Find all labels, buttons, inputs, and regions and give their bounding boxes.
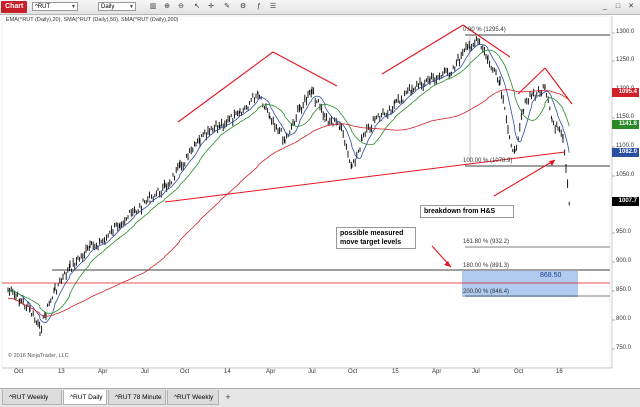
copyright-text: © 2016 NinjaTrader, LLC [8, 353, 69, 359]
measured-move-annotation: possible measured move target levels [336, 227, 416, 249]
chevron-down-icon: ▼ [129, 4, 134, 10]
chart-title-label: Chart [1, 1, 28, 13]
y-axis-tick: 1300.0 [616, 29, 635, 35]
y-axis-tick: 1100.0 [616, 143, 634, 149]
y-axis-tick: 1150.0 [616, 114, 634, 120]
chart-tab-bar: ^RUT Weekly ^RUT Daily ^RUT 78 Minute ^R… [0, 388, 640, 407]
properties-icon[interactable]: ☰ [269, 3, 277, 10]
y-axis-tick: 950.0 [616, 229, 632, 235]
x-axis-tick: Oct [14, 369, 24, 375]
x-axis-tick: Apr [266, 369, 276, 375]
hs-left-wedge-up [177, 51, 274, 123]
period-selector[interactable]: Daily ▼ [98, 2, 136, 11]
price-tag-value: 1141.6 [618, 121, 637, 127]
x-axis-tick: 16 [556, 369, 563, 375]
breakdown-arrow-line [493, 159, 556, 197]
zoom-in-icon[interactable]: ⊕ [164, 3, 170, 10]
close-icon[interactable]: ✕ [628, 3, 634, 10]
y-axis-tick: 850.0 [616, 287, 632, 293]
fib-level-200: 200.00 % (846.4) [463, 289, 510, 295]
ema20-line [7, 43, 570, 323]
neckline [164, 151, 566, 203]
tab-label: ^RUT Weekly [174, 394, 214, 401]
fib-level-161: 161.80 % (932.2) [463, 239, 510, 245]
sma50-line [7, 49, 570, 314]
zoom-out-icon[interactable]: ⊖ [178, 3, 184, 10]
breakdown-arrowhead [549, 160, 555, 166]
y-axis-tick: 750.0 [616, 345, 632, 351]
x-axis-tick: Jul [308, 369, 316, 375]
sma50-price-tag: 1141.6 [612, 120, 639, 129]
measured-move-arrowhead [444, 261, 451, 267]
plot-frame [1, 15, 611, 369]
breakdown-annotation: breakdown from H&S [420, 205, 514, 218]
fib-level-0: 0.00 % (1295.4) [463, 27, 506, 33]
last-price-tag: 1007.7 [612, 197, 639, 206]
crosshair-icon[interactable]: ✛ [208, 3, 214, 10]
price-tag-value: 1095.4 [618, 89, 637, 95]
strategy-icon[interactable]: ⚙ [239, 3, 247, 10]
target-box-value: 868.50 [540, 272, 562, 279]
y-axis-tick: 1050.0 [616, 172, 635, 178]
sma200-line [7, 89, 570, 317]
instrument-selector[interactable]: ^RUT ▼ [32, 2, 78, 11]
x-axis-tick: Apr [432, 369, 442, 375]
hs-right-shoulder-up [517, 67, 546, 95]
x-axis-tick: Oct [514, 369, 524, 375]
tab-rut-weekly-2[interactable]: ^RUT Weekly [167, 390, 219, 405]
drawing-tool-icon[interactable]: ✎ [224, 3, 230, 10]
x-axis-tick: Apr [98, 369, 108, 375]
tab-label: ^RUT 78 Minute [115, 394, 162, 401]
indicator-icon[interactable]: ƒ [257, 3, 261, 10]
y-axis-tick: 800.0 [616, 316, 632, 322]
fib-level-180: 180.00 % (891.3) [463, 263, 510, 269]
x-axis-tick: Jul [141, 369, 149, 375]
hs-head-down [462, 24, 511, 58]
x-axis-tick: 14 [224, 369, 231, 375]
tab-label: ^RUT Daily [70, 394, 103, 401]
measured-move-target-box [462, 271, 578, 297]
y-axis-tick: 900.0 [616, 258, 632, 264]
maximize-icon[interactable]: □ [615, 3, 621, 10]
hs-right-shoulder-down [544, 67, 573, 105]
indicator-legend: EMA(^RUT (Daily),20), SMA(^RUT (Daily),5… [6, 17, 179, 23]
sma200-price-tag: 1095.4 [612, 88, 639, 97]
fib-level-100: 100.00 % (1078.9) [463, 158, 513, 164]
tab-rut-daily[interactable]: ^RUT Daily [63, 390, 107, 405]
tab-rut-78-minute[interactable]: ^RUT 78 Minute [108, 390, 166, 405]
tab-label: ^RUT Weekly [9, 394, 49, 401]
add-tab-button[interactable]: + [225, 392, 231, 402]
price-tag-value: 1007.7 [618, 198, 637, 204]
price-chart-area[interactable] [0, 15, 640, 388]
instrument-value: ^RUT [35, 4, 51, 10]
price-chart-svg [1, 15, 615, 369]
bar-chart-icon[interactable]: ▥ [149, 3, 157, 10]
y-axis-tick: 1250.0 [616, 57, 635, 63]
hs-head-up [381, 24, 464, 75]
price-tag-value: 1082.0 [618, 149, 637, 155]
period-value: Daily [101, 4, 115, 10]
x-axis-tick: 13 [58, 369, 65, 375]
chevron-down-icon: ▼ [71, 4, 76, 10]
hs-left-wedge-down [272, 51, 338, 87]
x-axis-tick: Oct [348, 369, 358, 375]
chart-toolbar: Chart ^RUT ▼ Daily ▼ ▥ ⊕ ⊖ ↖ ✛ ✎ ⚙ ƒ ☰ _… [0, 0, 640, 15]
ema20-price-tag: 1082.0 [612, 148, 639, 157]
x-axis-tick: 15 [392, 369, 399, 375]
minimize-icon[interactable]: _ [603, 3, 607, 10]
x-axis-tick: Jul [472, 369, 480, 375]
cursor-icon[interactable]: ↖ [194, 3, 200, 10]
x-axis-tick: Oct [180, 369, 190, 375]
tab-rut-weekly[interactable]: ^RUT Weekly [2, 390, 62, 405]
